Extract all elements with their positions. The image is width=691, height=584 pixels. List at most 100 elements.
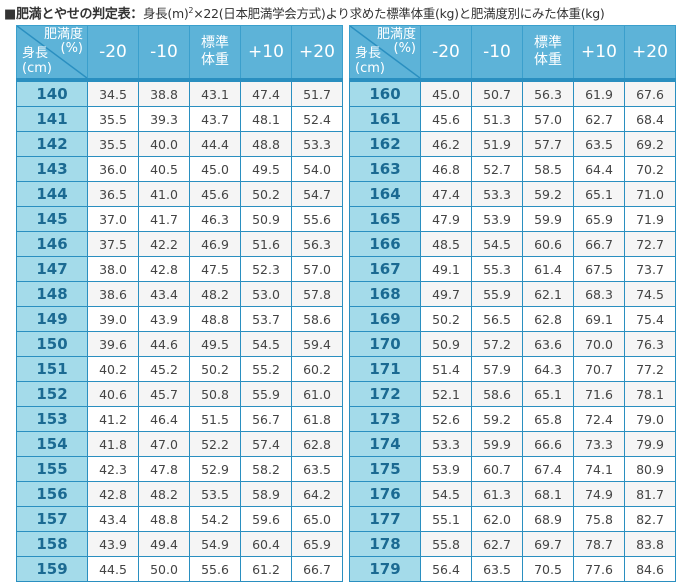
weight-cell: 48.8 [138, 506, 190, 532]
weight-cell: 67.4 [522, 456, 574, 482]
weight-cell: 68.4 [624, 106, 676, 132]
weight-cell: 37.5 [87, 231, 139, 257]
weight-cell: 54.5 [471, 231, 523, 257]
weight-cell: 61.0 [291, 381, 343, 407]
table-row: 154 41.8 47.0 52.2 57.4 62.8 [16, 431, 343, 457]
weight-cell: 57.4 [240, 431, 292, 457]
weight-cell: 46.2 [420, 131, 472, 157]
weight-cell: 57.8 [291, 281, 343, 307]
weight-cell: 63.5 [471, 556, 523, 582]
weight-cell: 47.4 [240, 79, 292, 107]
corner-label-cm: (cm) [355, 61, 385, 76]
height-cell: 171 [349, 356, 421, 382]
height-cell: 177 [349, 506, 421, 532]
weight-cell: 36.5 [87, 181, 139, 207]
weight-cell: 65.0 [291, 506, 343, 532]
weight-cell: 65.9 [573, 206, 625, 232]
weight-cell: 65.9 [291, 531, 343, 557]
weight-cell: 46.4 [138, 406, 190, 432]
table-row: 165 47.9 53.9 59.9 65.9 71.9 [349, 206, 676, 232]
title-bold: ■肥満とやせの判定表： [4, 7, 143, 22]
col-header: +10 [240, 25, 292, 82]
title-post: ×22(日本肥満学会方式)より求めた標準体重(kg)と肥満度別にみた体重(kg) [193, 6, 605, 21]
table-row: 149 39.0 43.9 48.8 53.7 58.6 [16, 306, 343, 332]
weight-cell: 61.8 [291, 406, 343, 432]
weight-cell: 56.3 [522, 79, 574, 107]
weight-cell: 48.2 [189, 281, 241, 307]
table-row: 175 53.9 60.7 67.4 74.1 80.9 [349, 456, 676, 482]
height-cell: 176 [349, 481, 421, 507]
weight-cell: 64.4 [573, 156, 625, 182]
weight-cell: 56.4 [420, 556, 472, 582]
weight-cell: 58.6 [291, 306, 343, 332]
table-row: 160 45.0 50.7 56.3 61.9 67.6 [349, 79, 676, 107]
weight-cell: 61.2 [240, 556, 292, 582]
weight-cell: 48.5 [420, 231, 472, 257]
height-cell: 166 [349, 231, 421, 257]
table-row: 153 41.2 46.4 51.5 56.7 61.8 [16, 406, 343, 432]
judgement-table-right: 肥満度 (%) 身長 (cm) -20 -10 標準 体重 +10 +20 160 45.0 50.7 5… [349, 25, 676, 582]
weight-cell: 54.0 [291, 156, 343, 182]
page-title: ■肥満とやせの判定表：身長(m)2×22(日本肥満学会方式)より求めた標準体重(… [4, 3, 605, 22]
weight-cell: 35.5 [87, 106, 139, 132]
weight-cell: 50.2 [420, 306, 472, 332]
table-row: 164 47.4 53.3 59.2 65.1 71.0 [349, 181, 676, 207]
col-header-standard-line2: 体重 [201, 52, 229, 68]
weight-cell: 57.2 [471, 331, 523, 357]
table-row: 173 52.6 59.2 65.8 72.4 79.0 [349, 406, 676, 432]
weight-cell: 50.2 [189, 356, 241, 382]
weight-cell: 47.8 [138, 456, 190, 482]
weight-cell: 59.9 [471, 431, 523, 457]
weight-cell: 50.9 [240, 206, 292, 232]
weight-cell: 39.6 [87, 331, 139, 357]
height-cell: 172 [349, 381, 421, 407]
table-row: 177 55.1 62.0 68.9 75.8 82.7 [349, 506, 676, 532]
weight-cell: 62.7 [471, 531, 523, 557]
table-row: 172 52.1 58.6 65.1 71.6 78.1 [349, 381, 676, 407]
table-row: 142 35.5 40.0 44.4 48.8 53.3 [16, 131, 343, 157]
weight-cell: 52.3 [240, 256, 292, 282]
weight-cell: 46.3 [189, 206, 241, 232]
height-cell: 143 [16, 156, 88, 182]
weight-cell: 72.4 [573, 406, 625, 432]
weight-cell: 55.9 [471, 281, 523, 307]
weight-cell: 38.8 [138, 79, 190, 107]
weight-cell: 54.7 [291, 181, 343, 207]
weight-cell: 55.8 [420, 531, 472, 557]
height-cell: 179 [349, 556, 421, 582]
weight-cell: 65.1 [522, 381, 574, 407]
weight-cell: 58.9 [240, 481, 292, 507]
weight-cell: 35.5 [87, 131, 139, 157]
col-header-standard-line1: 標準 [201, 35, 229, 51]
weight-cell: 60.4 [240, 531, 292, 557]
table-row: 150 39.6 44.6 49.5 54.5 59.4 [16, 331, 343, 357]
height-cell: 151 [16, 356, 88, 382]
weight-cell: 44.5 [87, 556, 139, 582]
weight-cell: 62.0 [471, 506, 523, 532]
weight-cell: 79.9 [624, 431, 676, 457]
height-cell: 173 [349, 406, 421, 432]
table-row: 156 42.8 48.2 53.5 58.9 64.2 [16, 481, 343, 507]
header-row: 肥満度 (%) 身長 (cm) -20 -10 標準 体重 +10 +20 [16, 25, 343, 82]
height-cell: 178 [349, 531, 421, 557]
weight-cell: 52.4 [291, 106, 343, 132]
weight-cell: 69.7 [522, 531, 574, 557]
weight-cell: 56.5 [471, 306, 523, 332]
weight-cell: 80.9 [624, 456, 676, 482]
weight-cell: 78.7 [573, 531, 625, 557]
col-header-standard-line1: 標準 [534, 35, 562, 51]
table-row: 158 43.9 49.4 54.9 60.4 65.9 [16, 531, 343, 557]
weight-cell: 53.0 [240, 281, 292, 307]
height-cell: 164 [349, 181, 421, 207]
weight-cell: 52.9 [189, 456, 241, 482]
table-row: 170 50.9 57.2 63.6 70.0 76.3 [349, 331, 676, 357]
weight-cell: 51.5 [189, 406, 241, 432]
weight-cell: 82.7 [624, 506, 676, 532]
weight-cell: 74.1 [573, 456, 625, 482]
height-cell: 142 [16, 131, 88, 157]
weight-cell: 61.3 [471, 481, 523, 507]
weight-cell: 72.7 [624, 231, 676, 257]
weight-cell: 56.3 [291, 231, 343, 257]
weight-cell: 39.0 [87, 306, 139, 332]
weight-cell: 50.9 [420, 331, 472, 357]
